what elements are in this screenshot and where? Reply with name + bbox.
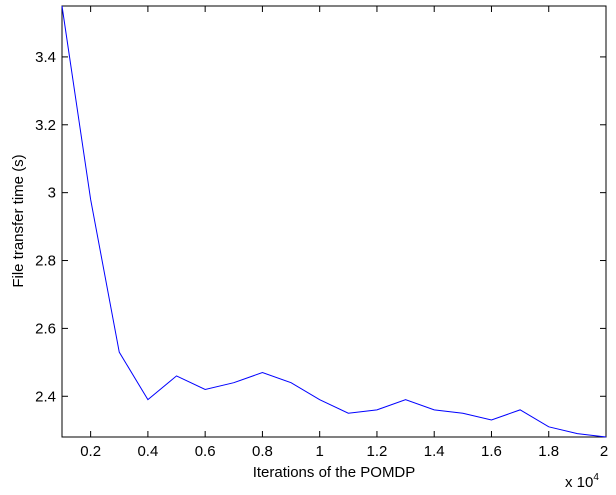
x-tick-label: 0.2 bbox=[80, 443, 101, 460]
x-tick-label: 1.4 bbox=[424, 443, 445, 460]
y-tick-label: 3 bbox=[48, 185, 56, 202]
x-tick-label: 1 bbox=[316, 443, 324, 460]
y-tick-label: 2.6 bbox=[35, 320, 56, 337]
x-axis-ticks: 0.2 0.4 0.6 0.8 1 1.2 1.4 1.6 1.8 2 bbox=[80, 6, 608, 460]
y-tick-label: 3.4 bbox=[35, 49, 56, 66]
x-tick-label: 0.4 bbox=[137, 443, 158, 460]
x-tick-label: 1.8 bbox=[538, 443, 559, 460]
x-axis-multiplier: x 104 bbox=[565, 472, 599, 491]
x-tick-label: 1.6 bbox=[481, 443, 502, 460]
y-axis-ticks: 2.4 2.6 2.8 3 3.2 3.4 bbox=[35, 49, 606, 405]
plot-area bbox=[61, 5, 607, 438]
x-tick-label: 0.6 bbox=[195, 443, 216, 460]
x-tick-label: 0.8 bbox=[252, 443, 273, 460]
x-tick-label: 2 bbox=[600, 443, 608, 460]
y-tick-label: 3.2 bbox=[35, 117, 56, 134]
y-tick-label: 2.4 bbox=[35, 388, 56, 405]
x-axis-label: Iterations of the POMDP bbox=[253, 464, 416, 481]
y-tick-label: 2.8 bbox=[35, 253, 56, 270]
x-tick-label: 1.2 bbox=[367, 443, 388, 460]
y-axis-label: File transfer time (s) bbox=[10, 154, 27, 287]
series-line bbox=[61, 5, 607, 438]
